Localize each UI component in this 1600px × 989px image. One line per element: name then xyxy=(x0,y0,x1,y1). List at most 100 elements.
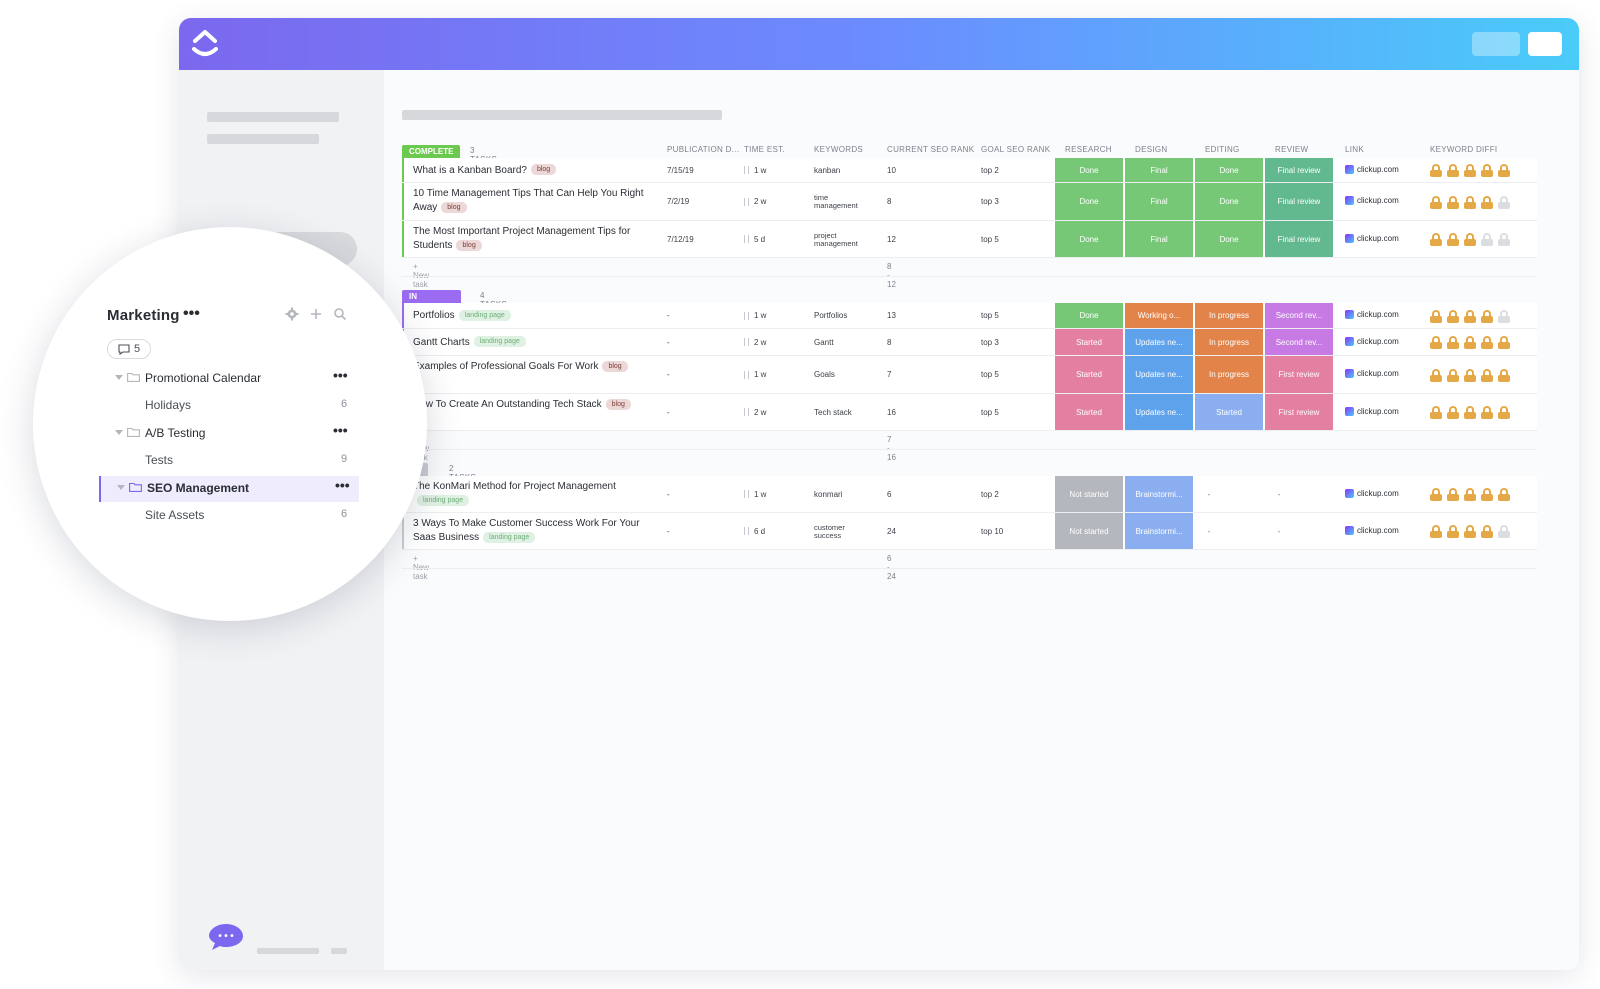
link[interactable]: clickup.com xyxy=(1345,337,1399,346)
design-status[interactable]: Brainstormi... xyxy=(1125,476,1193,512)
table-row[interactable]: Gantt Charts landing page - 2 w Gantt 8 top 3 S… xyxy=(402,329,1537,356)
task-tag[interactable]: landing page xyxy=(458,309,511,321)
goal-seo-rank[interactable]: top 2 xyxy=(981,489,999,499)
sidebar-item-seo-management[interactable]: ••• SEO Management xyxy=(99,476,359,502)
keyword-difficulty[interactable] xyxy=(1430,164,1515,182)
time-estimate[interactable]: 1 w xyxy=(744,311,766,321)
task-name[interactable]: 10 Time Management Tips That Can Help Yo… xyxy=(413,187,653,215)
table-row[interactable]: 10 Time Management Tips That Can Help Yo… xyxy=(402,183,1537,221)
keywords[interactable]: Portfolios xyxy=(814,311,848,320)
review-status[interactable]: - xyxy=(1277,489,1281,499)
link-text[interactable]: clickup.com xyxy=(1357,369,1399,378)
top-bar-button-primary[interactable] xyxy=(1528,32,1562,56)
research-status[interactable]: Started xyxy=(1055,329,1123,355)
time-estimate[interactable]: 2 w xyxy=(744,197,766,207)
keyword-difficulty[interactable] xyxy=(1430,233,1515,251)
current-seo-rank[interactable]: 7 xyxy=(887,370,892,379)
research-status[interactable]: Not started xyxy=(1055,513,1123,549)
review-status[interactable]: Second rev... xyxy=(1265,303,1333,328)
link[interactable]: clickup.com xyxy=(1345,369,1399,379)
link-text[interactable]: clickup.com xyxy=(1357,196,1399,205)
keywords[interactable]: konmari xyxy=(814,489,843,499)
research-status[interactable]: Done xyxy=(1055,303,1123,328)
link-text[interactable]: clickup.com xyxy=(1357,525,1399,535)
keywords[interactable]: customer success xyxy=(814,522,845,540)
link[interactable]: clickup.com xyxy=(1345,196,1399,206)
keywords[interactable]: kanban xyxy=(814,165,841,175)
link-text[interactable]: clickup.com xyxy=(1357,310,1399,319)
keyword-difficulty[interactable] xyxy=(1430,525,1515,543)
publication-date[interactable]: 7/2/19 xyxy=(667,197,690,206)
time-estimate[interactable]: 1 w xyxy=(744,490,766,500)
editing-status[interactable]: In progress xyxy=(1195,303,1263,328)
review-status[interactable]: Second rev... xyxy=(1265,329,1333,355)
current-seo-rank[interactable]: 13 xyxy=(887,311,896,320)
design-status[interactable]: Final xyxy=(1125,158,1193,182)
review-status[interactable]: First review xyxy=(1265,394,1333,430)
new-task-button[interactable]: + New task xyxy=(413,554,429,581)
column-header[interactable]: LINK xyxy=(1345,145,1364,154)
time-estimate[interactable]: 2 w xyxy=(744,338,766,348)
more-icon[interactable]: ••• xyxy=(333,422,348,438)
current-seo-rank[interactable]: 8 xyxy=(887,197,892,206)
current-seo-rank[interactable]: 6 xyxy=(887,489,892,499)
chevron-down-icon[interactable] xyxy=(115,375,123,380)
keyword-difficulty[interactable] xyxy=(1430,488,1515,506)
comment-badge[interactable]: 5 xyxy=(107,339,151,359)
publication-date[interactable]: - xyxy=(667,407,670,417)
sidebar-item-holidays[interactable]: 6 Holidays xyxy=(99,393,359,419)
table-row[interactable]: The KonMari Method for Project Managemen… xyxy=(402,476,1537,513)
keyword-difficulty[interactable] xyxy=(1430,309,1515,328)
keywords[interactable]: Gantt xyxy=(814,337,834,347)
task-tag[interactable]: landing page xyxy=(417,494,470,506)
research-status[interactable]: Started xyxy=(1055,356,1123,393)
task-name[interactable]: The Most Important Project Management Ti… xyxy=(413,225,653,253)
design-status[interactable]: Updates ne... xyxy=(1125,356,1193,393)
keyword-difficulty[interactable] xyxy=(1430,336,1515,354)
task-title[interactable]: 3 Ways To Make Customer Success Work For… xyxy=(413,518,640,543)
workspace-title[interactable]: Marketing xyxy=(107,307,180,324)
chevron-down-icon[interactable] xyxy=(117,485,125,490)
task-tag[interactable]: landing page xyxy=(473,336,526,348)
keywords[interactable]: project management xyxy=(814,230,858,248)
review-status[interactable]: - xyxy=(1277,526,1281,536)
group-status-badge[interactable]: IN PROGRESS xyxy=(402,290,462,314)
more-icon[interactable]: ••• xyxy=(335,477,350,493)
review-status[interactable]: Final review xyxy=(1265,183,1333,220)
task-name[interactable]: Portfolios landing page xyxy=(413,309,653,323)
column-header[interactable]: RESEARCH xyxy=(1065,145,1112,154)
current-seo-rank[interactable]: 12 xyxy=(887,234,896,244)
goal-seo-rank[interactable]: top 10 xyxy=(981,526,1004,536)
task-title[interactable]: How To Create An Outstanding Tech Stack xyxy=(413,399,602,410)
workspace-more-icon[interactable]: ••• xyxy=(183,305,200,322)
table-row[interactable]: 3 Ways To Make Customer Success Work For… xyxy=(402,513,1537,550)
research-status[interactable]: Not started xyxy=(1055,476,1123,512)
publication-date[interactable]: - xyxy=(667,526,670,536)
goal-seo-rank[interactable]: top 3 xyxy=(981,337,999,347)
task-title[interactable]: Portfolios xyxy=(413,310,455,321)
goal-seo-rank[interactable]: top 2 xyxy=(981,165,999,175)
new-task-button[interactable]: + New task xyxy=(413,262,429,289)
group-status-badge[interactable]: COMPLETE xyxy=(402,145,461,158)
design-status[interactable]: Final xyxy=(1125,221,1193,257)
link[interactable]: clickup.com xyxy=(1345,526,1399,535)
review-status[interactable]: Final review xyxy=(1265,221,1333,257)
link-text[interactable]: clickup.com xyxy=(1357,233,1399,243)
column-header[interactable]: KEYWORD DIFFI xyxy=(1430,145,1498,154)
time-estimate[interactable]: 6 d xyxy=(744,527,765,537)
task-name[interactable]: What is a Kanban Board? blog xyxy=(413,164,653,178)
link[interactable]: clickup.com xyxy=(1345,407,1399,416)
task-title[interactable]: The KonMari Method for Project Managemen… xyxy=(413,481,616,492)
publication-date[interactable]: - xyxy=(667,489,670,499)
table-row[interactable]: How To Create An Outstanding Tech Stack b… xyxy=(402,394,1537,431)
task-name[interactable]: 3 Ways To Make Customer Success Work For… xyxy=(413,517,653,545)
goal-seo-rank[interactable]: top 5 xyxy=(981,311,999,320)
task-title[interactable]: 10 Time Management Tips That Can Help Yo… xyxy=(413,188,644,213)
editing-status[interactable]: - xyxy=(1207,526,1211,536)
task-tag[interactable]: blog xyxy=(441,201,467,213)
column-header[interactable]: GOAL SEO RANK xyxy=(981,145,1051,154)
publication-date[interactable]: - xyxy=(667,370,670,379)
publication-date[interactable]: - xyxy=(667,311,670,320)
gear-icon[interactable] xyxy=(285,307,299,321)
editing-status[interactable]: Done xyxy=(1195,221,1263,257)
